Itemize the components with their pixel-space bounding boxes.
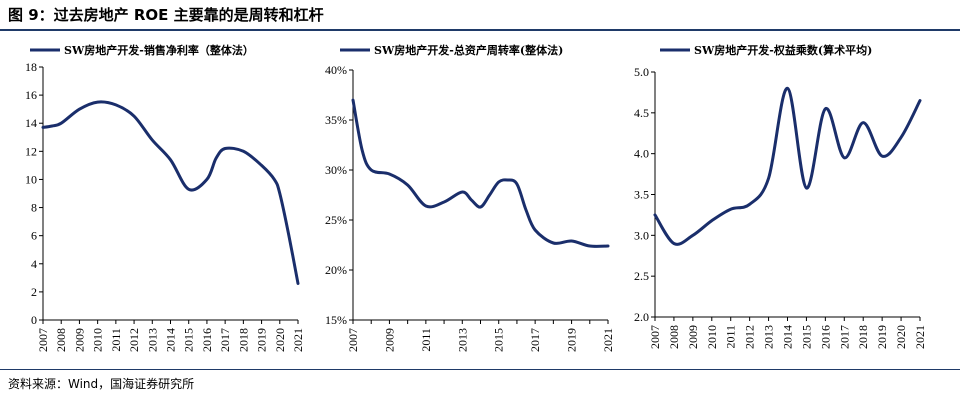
x-tick-label: 2014 [781,325,795,349]
y-tick-label: 30% [325,163,347,177]
x-tick-label: 2009 [72,328,86,352]
x-tick-label: 2021 [601,328,615,352]
source-note: 资料来源：Wind，国海证券研究所 [8,377,195,391]
x-tick-label: 2017 [837,325,851,349]
y-tick-label: 40% [325,63,347,77]
y-tick-label: 4.5 [634,106,649,120]
x-tick-label: 2017 [528,328,542,352]
chart-1: SW房地产开发-销售净利率（整体法） 0 2 4 6 8 10 12 14 16 18 2007 200… [25,43,305,352]
x-tick-label: 2015 [799,325,813,349]
x-tick-label: 2013 [145,328,159,352]
source-rule [0,369,960,370]
x-tick-label: 2020 [894,325,908,349]
y-tick-label: 2 [31,285,37,299]
x-tick-label: 2021 [913,325,927,349]
y-tick-label: 5.0 [634,65,649,79]
x-tick-label: 2015 [492,328,506,352]
y-tick-label: 25% [325,213,347,227]
y-tick-label: 12 [25,144,37,158]
x-tick-label: 2019 [875,325,889,349]
x-tick-label: 2013 [762,325,776,349]
y-tick-label: 18 [25,60,37,74]
series-line [41,100,300,285]
x-tick-label: 2021 [291,328,305,352]
series-line [653,86,922,246]
y-tick-label: 3.0 [634,228,649,242]
y-tick-label: 3.5 [634,188,649,202]
x-tick-label: 2014 [164,328,178,352]
x-tick-label: 2011 [109,328,123,352]
x-tick-label: 2009 [686,325,700,349]
x-tick-label: 2009 [382,328,396,352]
x-tick-label: 2011 [724,325,738,349]
y-tick-label: 16 [25,88,37,102]
x-tick-label: 2017 [218,328,232,352]
x-tick-label: 2008 [667,325,681,349]
y-tick-label: 15% [325,313,347,327]
y-tick-label: 10 [25,172,37,186]
y-tick-label: 20% [325,263,347,277]
x-tick-label: 2012 [127,328,141,352]
chart-2: SW房地产开发-总资产周转率(整体法) 15% 20% 25% 30% 35% 40% 200… [325,43,615,352]
x-tick-label: 2007 [346,328,360,352]
x-tick-label: 2007 [648,325,662,349]
y-tick-label: 6 [31,229,37,243]
x-tick-label: 2020 [273,328,287,352]
x-tick-label: 2019 [255,328,269,352]
legend-label: SW房地产开发-总资产周转率(整体法) [374,43,563,57]
x-tick-label: 2012 [743,325,757,349]
y-tick-label: 4.0 [634,147,649,161]
x-tick-label: 2016 [200,328,214,352]
y-tick-label: 2.5 [634,269,649,283]
title-rule [0,29,960,31]
x-tick-label: 2016 [818,325,832,349]
y-tick-label: 8 [31,201,37,215]
y-tick-label: 2.0 [634,310,649,324]
x-tick-label: 2019 [565,328,579,352]
x-tick-label: 2007 [36,328,50,352]
y-tick-label: 0 [31,313,37,327]
figure-title: 图 9：过去房地产 ROE 主要靠的是周转和杠杆 [8,6,324,24]
legend-label: SW房地产开发-销售净利率（整体法） [64,43,254,57]
x-tick-label: 2015 [182,328,196,352]
legend-label: SW房地产开发-权益乘数(算术平均) [694,43,872,57]
x-tick-label: 2010 [91,328,105,352]
x-tick-label: 2018 [236,328,250,352]
y-tick-label: 14 [25,116,37,130]
chart-3: SW房地产开发-权益乘数(算术平均) 2.0 2.5 3.0 3.5 4.0 4.5 5.0 2… [634,43,927,349]
x-tick-label: 2008 [54,328,68,352]
x-tick-label: 2013 [455,328,469,352]
x-tick-label: 2018 [856,325,870,349]
series-line [351,98,610,248]
x-tick-label: 2010 [705,325,719,349]
y-tick-label: 4 [31,257,37,271]
y-tick-label: 35% [325,113,347,127]
x-tick-label: 2011 [419,328,433,352]
